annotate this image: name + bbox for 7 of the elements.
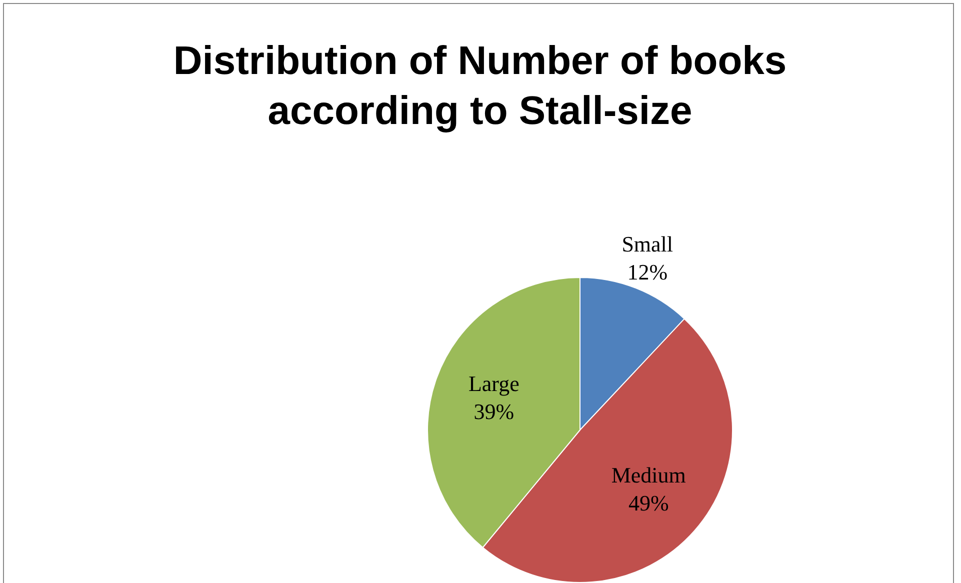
chart-title: Distribution of Number of books according to Stall-size [172, 38, 788, 135]
slice-label: Small [622, 232, 674, 257]
data-label: 12% [627, 260, 668, 285]
data-label: 39% [474, 398, 514, 424]
slice-label: Medium [611, 462, 686, 488]
data-label: 49% [628, 490, 669, 516]
slice-label: Large [468, 370, 520, 396]
